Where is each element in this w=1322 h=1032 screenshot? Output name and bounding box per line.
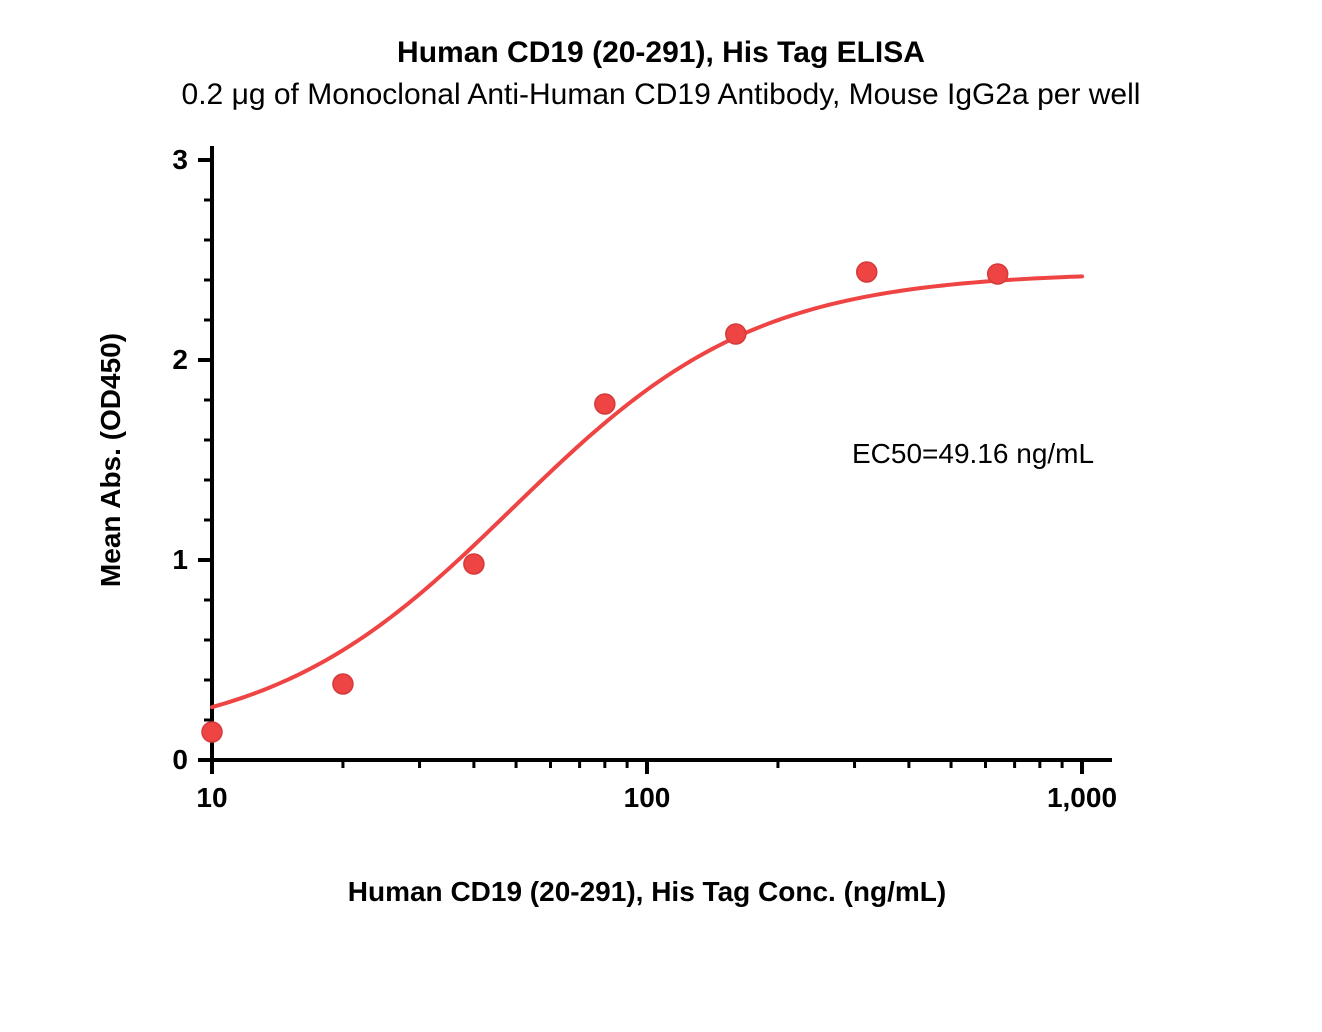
x-tick-label: 100 (597, 782, 697, 814)
chart-canvas: Human CD19 (20-291), His Tag ELISA 0.2 μ… (0, 0, 1322, 1032)
y-tick-label: 1 (172, 544, 188, 576)
x-tick-label: 10 (162, 782, 262, 814)
x-tick-label: 1,000 (1032, 782, 1132, 814)
y-tick-label: 2 (172, 344, 188, 376)
y-tick-label: 3 (172, 144, 188, 176)
y-tick-label: 0 (172, 744, 188, 776)
plot-svg (0, 0, 1322, 1032)
